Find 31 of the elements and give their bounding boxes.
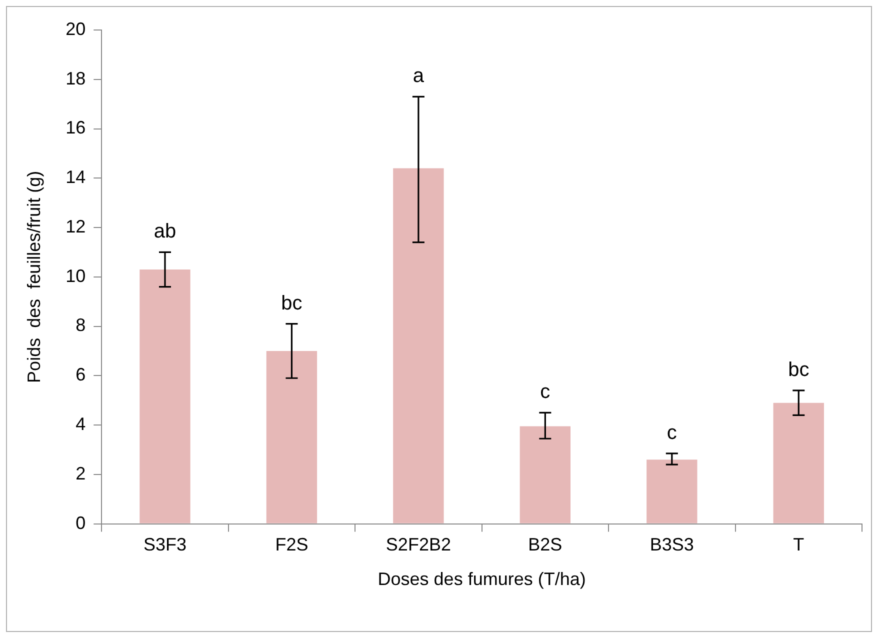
x-tick-label: S2F2B2: [386, 534, 451, 555]
annotation: bc: [281, 292, 302, 314]
y-tick-label: 20: [66, 18, 86, 39]
y-tick-label: 10: [66, 266, 86, 286]
y-tick-label: 2: [76, 463, 86, 484]
y-axis-title: Poids des feuilles/fruit (g): [24, 170, 44, 383]
annotation: c: [666, 422, 677, 444]
annotation: ab: [154, 220, 176, 243]
x-tick-label: S3F3: [143, 534, 186, 555]
bar: [393, 168, 444, 524]
y-tick-label: 12: [66, 216, 86, 236]
x-tick-label: B3S3: [650, 534, 694, 555]
y-tick-label: 0: [76, 512, 86, 533]
y-tick-label: 18: [66, 68, 86, 88]
y-tick-label: 8: [76, 315, 86, 336]
bar: [520, 426, 571, 524]
x-tick-label: T: [793, 534, 804, 555]
annotation: c: [540, 381, 550, 404]
y-tick-label: 4: [76, 414, 86, 434]
bar: [646, 460, 698, 524]
annotation: a: [412, 65, 425, 88]
x-axis-title: Doses des fumures (T/ha): [378, 569, 586, 590]
y-tick-label: 14: [66, 167, 86, 188]
y-tick-label: 6: [76, 364, 86, 385]
x-tick-label: F2S: [275, 534, 308, 555]
bar: [266, 350, 318, 524]
annotation: bc: [788, 358, 810, 381]
y-tick-label: 16: [66, 118, 86, 138]
x-tick-label: B2S: [528, 534, 562, 555]
bar: [773, 402, 824, 524]
bar: [140, 269, 190, 524]
